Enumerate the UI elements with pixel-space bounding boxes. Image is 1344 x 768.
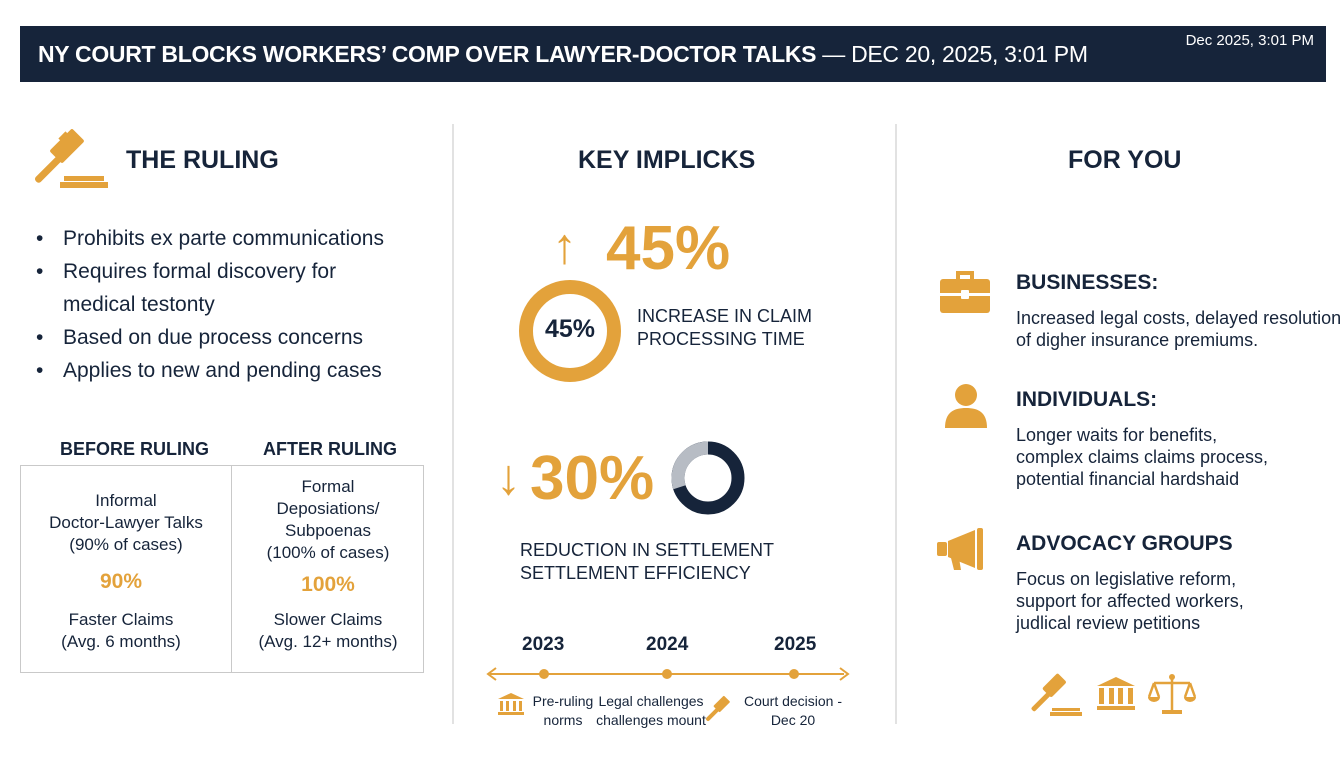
timeline-label: Pre-ruling norms — [532, 693, 594, 728]
courthouse-icon — [1097, 677, 1135, 710]
scales-icon — [1148, 674, 1196, 714]
audience-description: Longer waits for benefits, complex claims… — [1016, 425, 1269, 489]
bullet-item: Prohibits ex parte communications — [36, 222, 436, 255]
progress-ring — [519, 280, 621, 382]
stat-increase-value: 45% — [606, 214, 731, 283]
timeline-label: Legal challenges challenges mount — [596, 693, 706, 728]
gavel-icon — [1031, 673, 1082, 716]
column-divider-right — [895, 124, 897, 724]
header-bar: NY COURT BLOCKS WORKERS’ COMP OVER LAWYE… — [20, 26, 1326, 82]
comparison-table — [20, 465, 424, 673]
column-divider-left — [452, 124, 454, 724]
stat-reduction-value: 30% — [530, 444, 655, 513]
after-description: Formal Deposiations/ Subpoenas (100% of … — [266, 477, 390, 562]
timeline-label: Court decision - Dec 20 — [743, 693, 843, 728]
bullet-item: Applies to new and pending cases — [36, 354, 436, 387]
courthouse-icon — [498, 693, 524, 715]
before-description: Informal Doctor-Lawyer Talks (90% of cas… — [49, 491, 203, 554]
stat-increase-caption: INCREASE IN CLAIM PROCESSING TIME — [637, 306, 813, 349]
bullet-item: Based on due process concerns — [36, 321, 436, 354]
ruling-title: THE RULING — [126, 146, 279, 174]
timeline-year: 2025 — [774, 634, 817, 655]
header-date: Dec 2025, 3:01 PM — [1185, 32, 1314, 49]
up-arrow-icon: ↑ — [552, 218, 577, 274]
down-arrow-icon: ↓ — [496, 449, 521, 505]
timeline-year: 2023 — [522, 634, 565, 655]
stat-reduction-caption: REDUCTION IN SETTLEMENT SETTLEMENT EFFIC… — [520, 540, 775, 583]
person-icon — [945, 384, 987, 428]
progress-ring-label: 45% — [544, 315, 596, 343]
audience-description: Focus on legislative reform, support for … — [1016, 569, 1244, 633]
timeline-year: 2024 — [646, 634, 689, 655]
gavel-icon — [34, 129, 108, 188]
gavel-icon — [706, 695, 730, 721]
comparison-divider — [231, 465, 232, 673]
briefcase-icon — [940, 271, 990, 313]
audience-description: Increased legal costs, delayed resolutio… — [1016, 308, 1342, 350]
before-result: Faster Claims (Avg. 6 months) — [61, 610, 181, 651]
after-ruling-heading: AFTER RULING — [263, 439, 397, 459]
before-ruling-heading: BEFORE RULING — [60, 439, 210, 459]
for-you-title: FOR YOU — [1068, 146, 1182, 174]
after-percentage: 100% — [301, 573, 355, 596]
audience-heading: BUSINESSES: — [1016, 271, 1159, 294]
audience-heading: ADVOCACY GROUPS — [1016, 532, 1233, 555]
megaphone-icon — [937, 528, 983, 570]
audience-heading: INDIVIDUALS: — [1016, 388, 1158, 411]
after-result: Slower Claims (Avg. 12+ months) — [258, 610, 398, 651]
donut-chart — [671, 441, 745, 515]
timeline-axis — [486, 667, 850, 681]
implications-title: KEY IMPLICKS — [578, 146, 756, 174]
before-percentage: 90% — [99, 570, 143, 593]
page-title: NY COURT BLOCKS WORKERS’ COMP OVER LAWYE… — [38, 41, 1088, 67]
ruling-bullets: Prohibits ex parte communications Requir… — [36, 222, 436, 387]
